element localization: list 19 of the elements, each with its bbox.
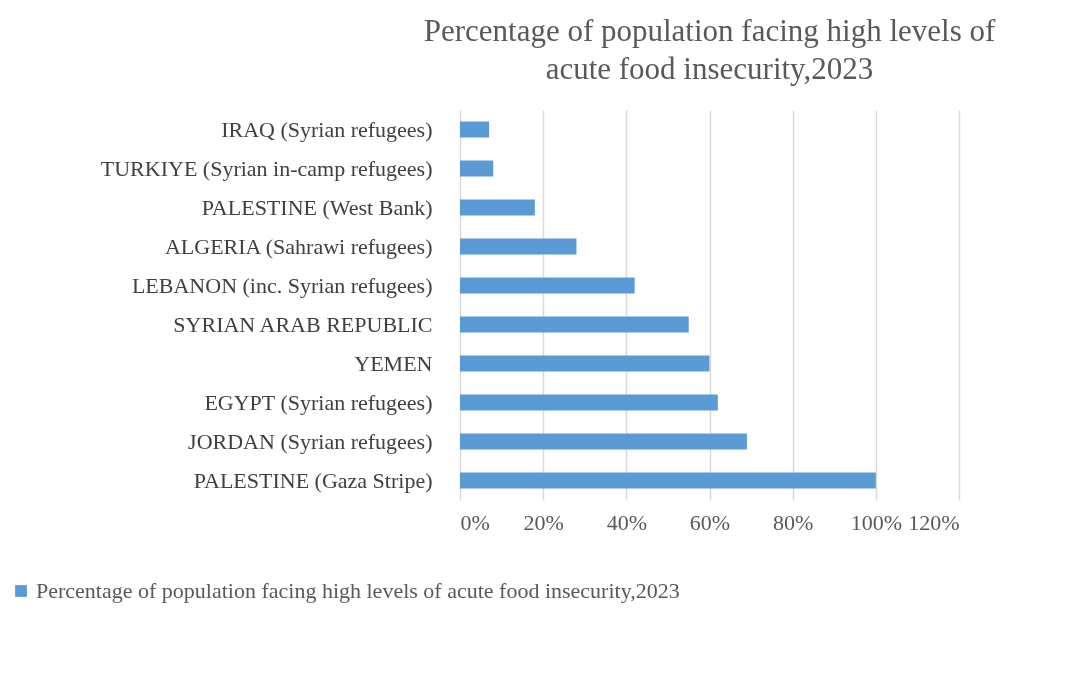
- y-tick-label: LEBANON (inc. Syrian refugees): [131, 272, 433, 298]
- legend-label: Percentage of population facing high levels of acute food insecurity,2023: [36, 578, 680, 603]
- y-tick-label: EGYPT (Syrian refugees): [204, 389, 433, 415]
- y-tick-label: SYRIAN ARAB REPUBLIC: [173, 311, 433, 337]
- x-tick-label: 100%: [850, 509, 902, 535]
- y-tick-label: YEMEN: [354, 350, 433, 376]
- y-tick-label: IRAQ (Syrian refugees): [221, 116, 433, 142]
- x-tick-label: 40%: [606, 509, 647, 535]
- x-tick-label: 80%: [773, 509, 814, 535]
- y-tick-label: PALESTINE (Gaza Stripe): [193, 467, 433, 493]
- x-tick-label: 0%: [460, 509, 490, 535]
- y-tick-label: TURKIYE (Syrian in-camp refugees): [100, 155, 433, 181]
- x-tick-label: 120%: [908, 509, 960, 535]
- y-tick-label: JORDAN (Syrian refugees): [188, 428, 433, 454]
- x-tick-label: 20%: [523, 509, 564, 535]
- y-tick-label: ALGERIA (Sahrawi refugees): [164, 233, 433, 259]
- y-tick-label: PALESTINE (West Bank): [201, 194, 433, 220]
- x-tick-label: 60%: [689, 509, 731, 535]
- chart-title: Percentage of population facing high levels of acute food insecurity,2023: [423, 13, 996, 86]
